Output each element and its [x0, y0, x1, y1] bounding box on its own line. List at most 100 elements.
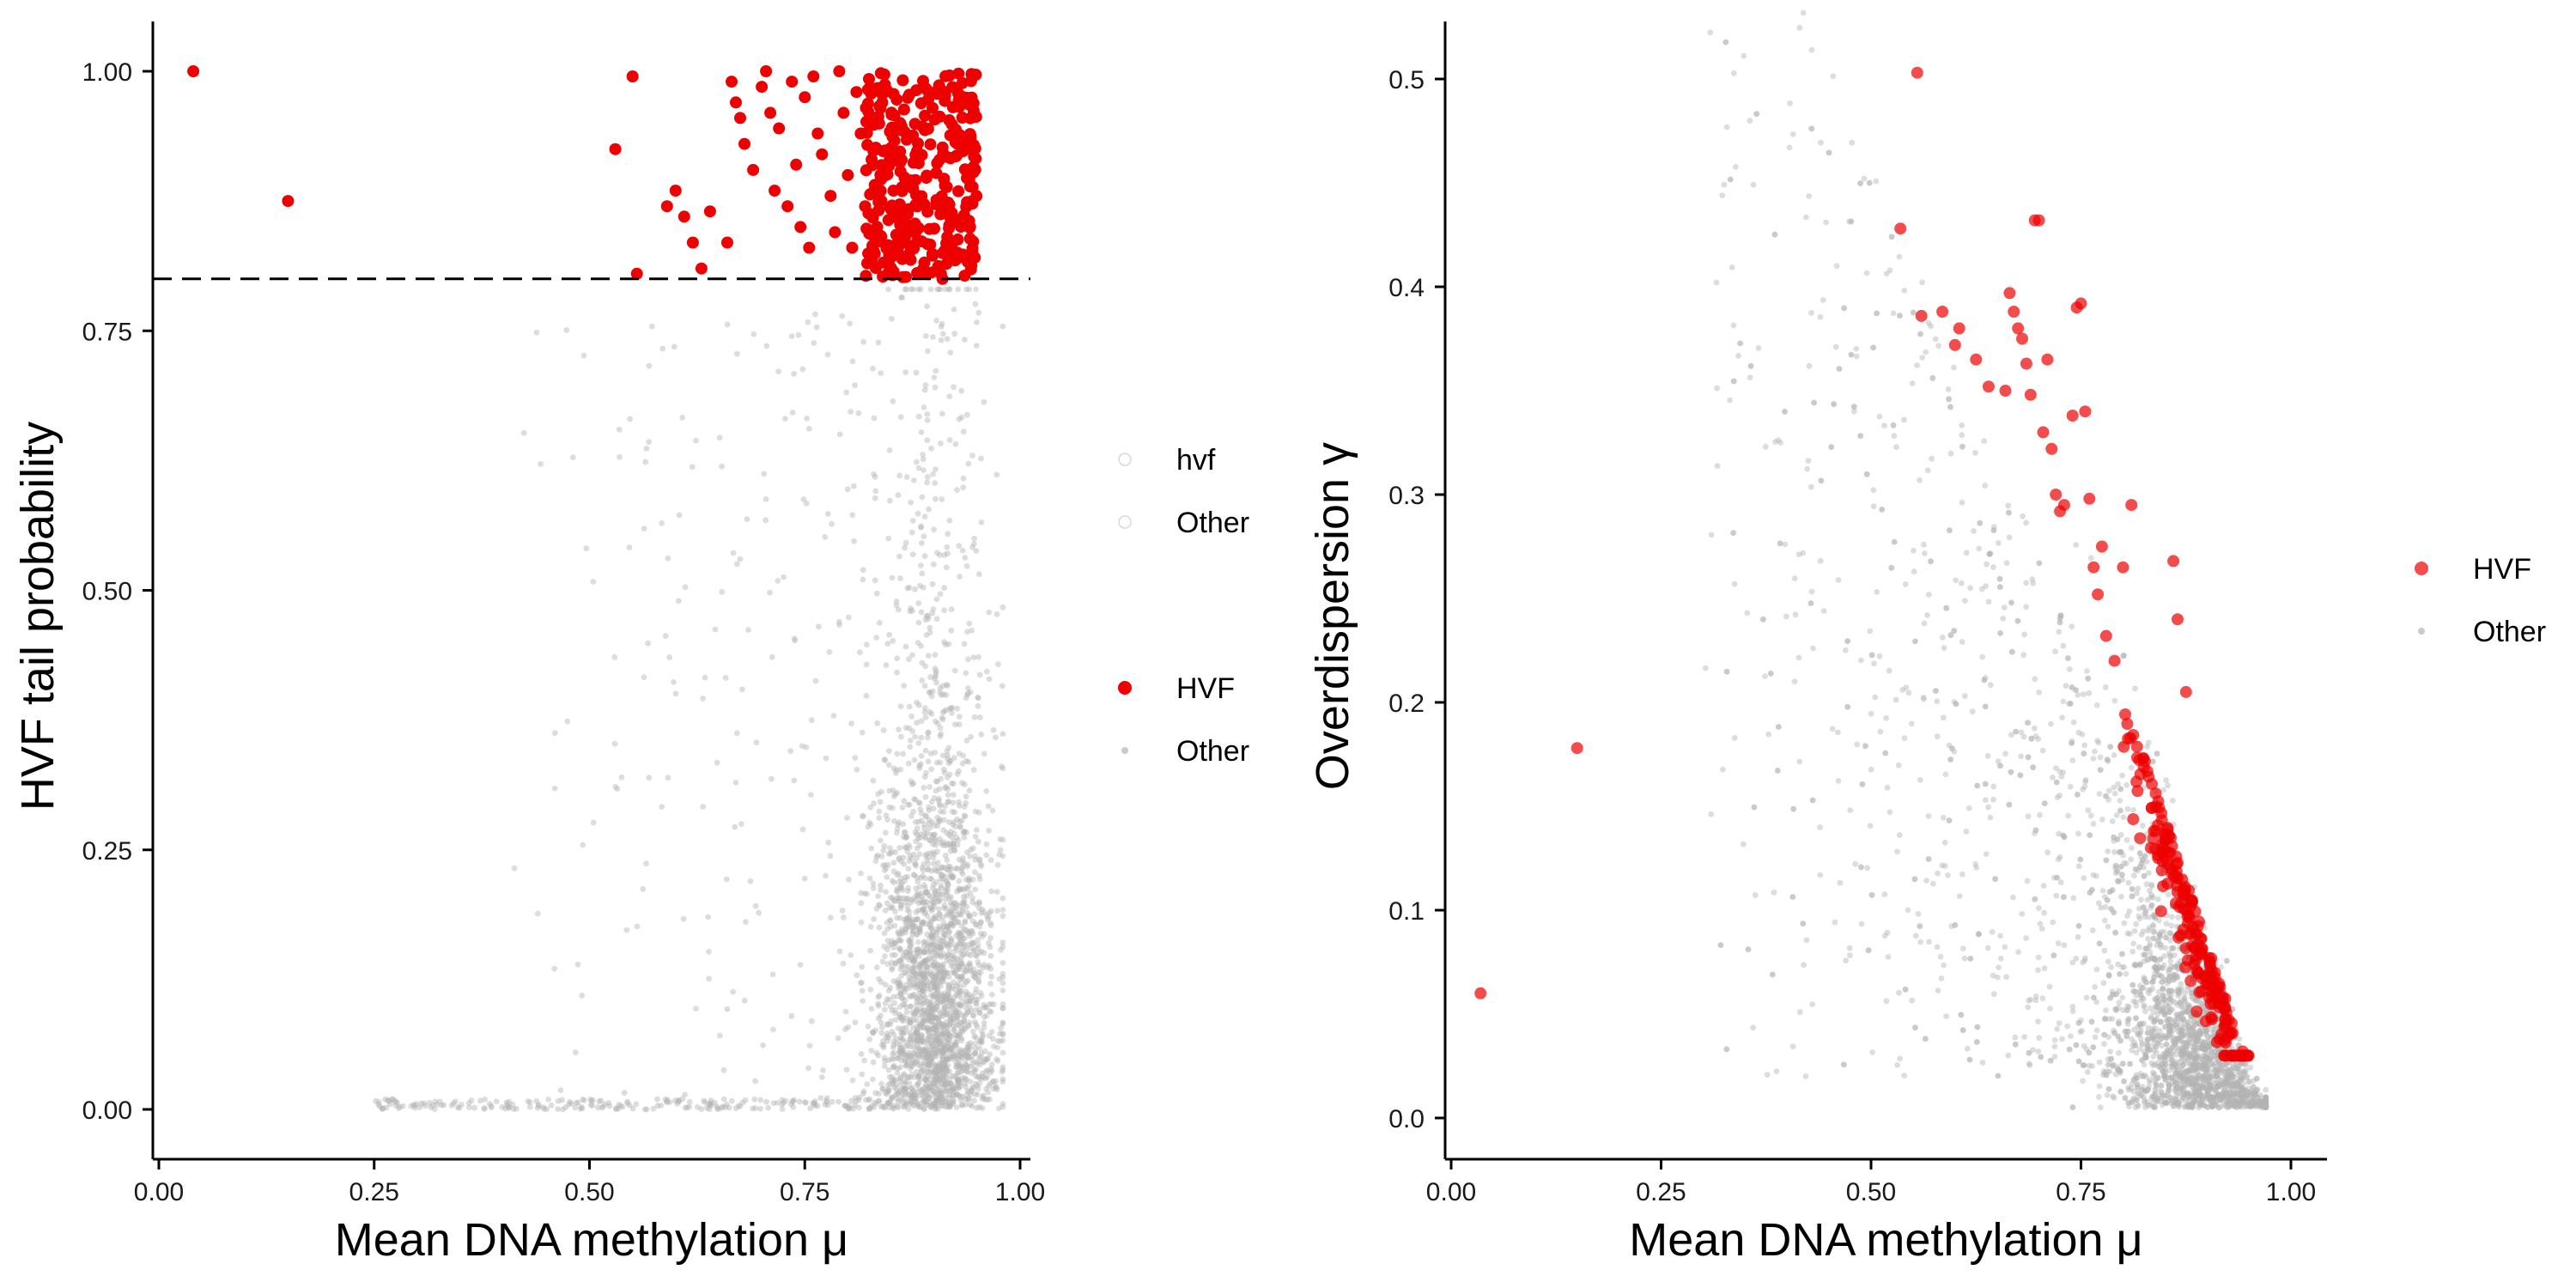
other-point: [938, 872, 945, 879]
other-point: [538, 461, 544, 467]
hvf-point: [734, 112, 746, 125]
other-point: [900, 1030, 907, 1036]
other-point: [812, 677, 819, 684]
other-point: [914, 945, 921, 952]
other-point: [899, 805, 906, 811]
other-point: [954, 705, 961, 712]
other-point: [955, 1055, 961, 1062]
other-point: [916, 800, 923, 806]
other-point: [729, 1097, 735, 1104]
other-point: [1744, 610, 1751, 617]
other-point: [927, 1099, 933, 1106]
other-point: [2037, 920, 2044, 927]
other-point: [2124, 805, 2131, 812]
other-point: [978, 919, 984, 925]
other-point: [1985, 598, 1992, 605]
other-point: [932, 1079, 938, 1086]
other-point: [611, 740, 618, 747]
other-point: [943, 1046, 949, 1053]
other-point: [946, 437, 953, 443]
other-point: [973, 999, 979, 1006]
other-point: [958, 1024, 964, 1031]
other-point: [973, 1000, 980, 1007]
other-point: [2036, 905, 2042, 911]
other-point: [862, 1097, 869, 1103]
other-point: [987, 920, 993, 927]
hvf-point: [747, 163, 760, 176]
other-point: [843, 1103, 849, 1109]
other-point: [910, 286, 916, 293]
other-point: [885, 286, 892, 293]
other-point: [975, 962, 982, 969]
other-point: [2023, 604, 2030, 611]
other-point: [956, 1009, 963, 1016]
other-point: [926, 807, 933, 814]
other-point: [909, 518, 916, 524]
other-point: [920, 456, 927, 463]
other-point: [2129, 845, 2135, 851]
other-point: [917, 582, 923, 589]
other-point: [918, 429, 925, 435]
other-point: [926, 1030, 933, 1036]
other-point: [900, 854, 907, 861]
other-point: [951, 809, 958, 816]
other-point: [676, 512, 683, 519]
other-point: [996, 975, 1003, 982]
other-point: [2032, 676, 2038, 683]
other-point: [846, 614, 852, 621]
other-point: [993, 1078, 999, 1084]
other-point: [976, 857, 982, 864]
other-point: [857, 649, 863, 655]
other-point: [963, 967, 970, 974]
hvf-point: [669, 185, 682, 197]
other-point: [932, 652, 939, 659]
other-point: [973, 1059, 979, 1066]
other-point: [2060, 642, 2067, 649]
other-point: [957, 1079, 963, 1086]
other-point: [1791, 678, 1798, 684]
other-point: [853, 1098, 860, 1104]
other-point: [930, 334, 936, 340]
other-point: [968, 945, 975, 951]
other-point: [938, 945, 945, 952]
other-point: [762, 517, 769, 524]
other-point: [439, 1102, 445, 1109]
other-point: [919, 865, 926, 871]
other-point: [587, 1102, 594, 1109]
other-point: [894, 790, 901, 796]
other-point: [720, 1096, 727, 1103]
other-point: [908, 1071, 915, 1078]
other-point: [912, 1010, 919, 1016]
other-point: [910, 477, 917, 483]
other-point: [917, 761, 924, 768]
other-point: [941, 1005, 948, 1012]
other-point: [894, 914, 900, 921]
other-point: [968, 1007, 975, 1014]
other-point: [884, 1082, 891, 1089]
other-point: [901, 916, 908, 923]
other-point: [931, 992, 938, 998]
other-point: [948, 910, 955, 917]
other-point: [921, 949, 927, 956]
other-point: [925, 653, 932, 659]
other-point: [373, 1097, 379, 1104]
other-point: [894, 750, 901, 757]
other-point: [928, 1056, 935, 1063]
other-point: [905, 866, 912, 872]
other-point: [896, 1004, 903, 1010]
other-point: [963, 562, 970, 569]
other-point: [929, 1080, 936, 1086]
other-point: [945, 992, 952, 999]
other-point: [598, 1104, 605, 1111]
other-point: [849, 1077, 856, 1084]
other-point: [912, 733, 919, 740]
other-point: [1786, 144, 1793, 151]
other-point: [999, 1076, 1006, 1082]
other-point: [466, 1104, 472, 1110]
other-point: [2025, 813, 2032, 820]
other-point: [885, 762, 892, 769]
other-point: [2092, 748, 2098, 755]
other-point: [693, 437, 699, 444]
other-point: [931, 1033, 937, 1040]
other-point: [816, 623, 822, 630]
